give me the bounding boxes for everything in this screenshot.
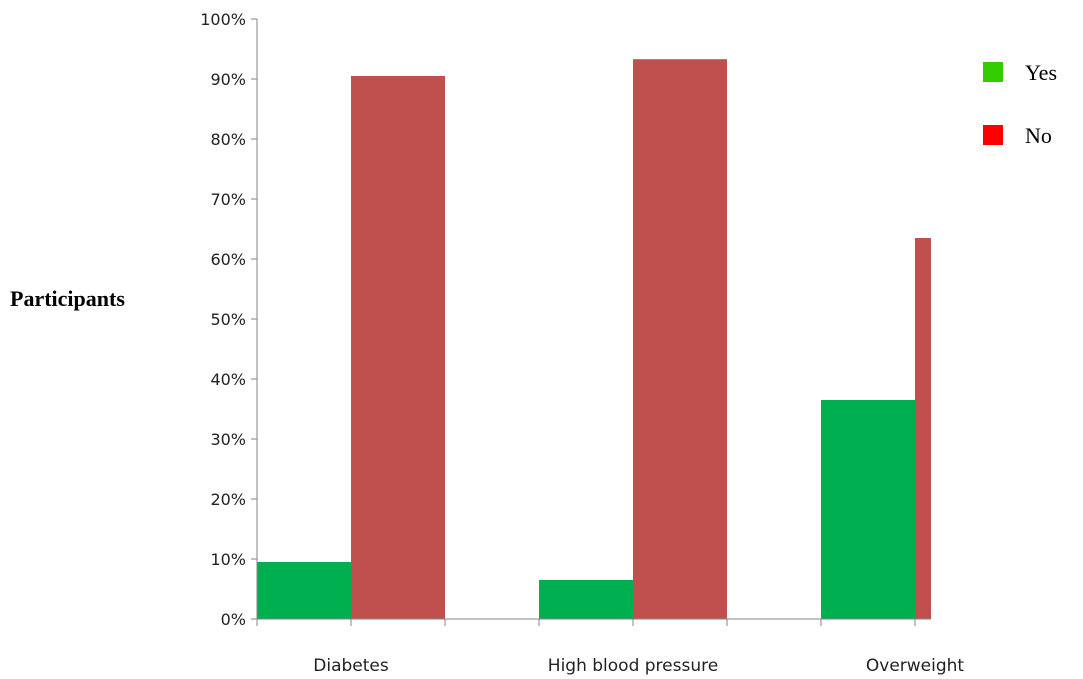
bar-yes-diabetes <box>257 562 351 619</box>
y-tick-label: 100% <box>200 10 246 29</box>
y-tick-label: 90% <box>210 70 246 89</box>
y-tick-label: 30% <box>210 430 246 449</box>
legend-swatch-no <box>983 125 1003 145</box>
labels-layer: 0% 10% 20% 30% 40% 50% 60% 70% 80% 90% 100% Diabete… <box>200 10 964 676</box>
axes-layer <box>251 18 931 626</box>
y-tick-label: 10% <box>210 550 246 569</box>
bar-yes-overweight <box>821 400 915 619</box>
legend-swatch-yes <box>983 62 1003 82</box>
bar-no-diabetes <box>351 76 445 619</box>
y-tick-label: 80% <box>210 130 246 149</box>
bar-no-overweight <box>915 238 931 619</box>
legend-label-yes: Yes <box>1025 60 1057 85</box>
y-tick-label: 60% <box>210 250 246 269</box>
legend: Yes No <box>983 60 1057 148</box>
bar-no-high-blood-pressure <box>633 59 727 619</box>
bars-layer <box>257 59 931 619</box>
x-category-label: Overweight <box>866 656 965 676</box>
y-tick-label: 70% <box>210 190 246 209</box>
y-axis-label: Participants <box>10 286 125 311</box>
y-tick-label: 50% <box>210 310 246 329</box>
x-category-label: High blood pressure <box>548 656 718 676</box>
y-tick-label: 0% <box>221 610 246 629</box>
x-category-label: Diabetes <box>313 656 389 676</box>
y-tick-label: 20% <box>210 490 246 509</box>
y-tick-label: 40% <box>210 370 246 389</box>
legend-label-no: No <box>1025 123 1052 148</box>
bar-yes-high-blood-pressure <box>539 580 633 619</box>
